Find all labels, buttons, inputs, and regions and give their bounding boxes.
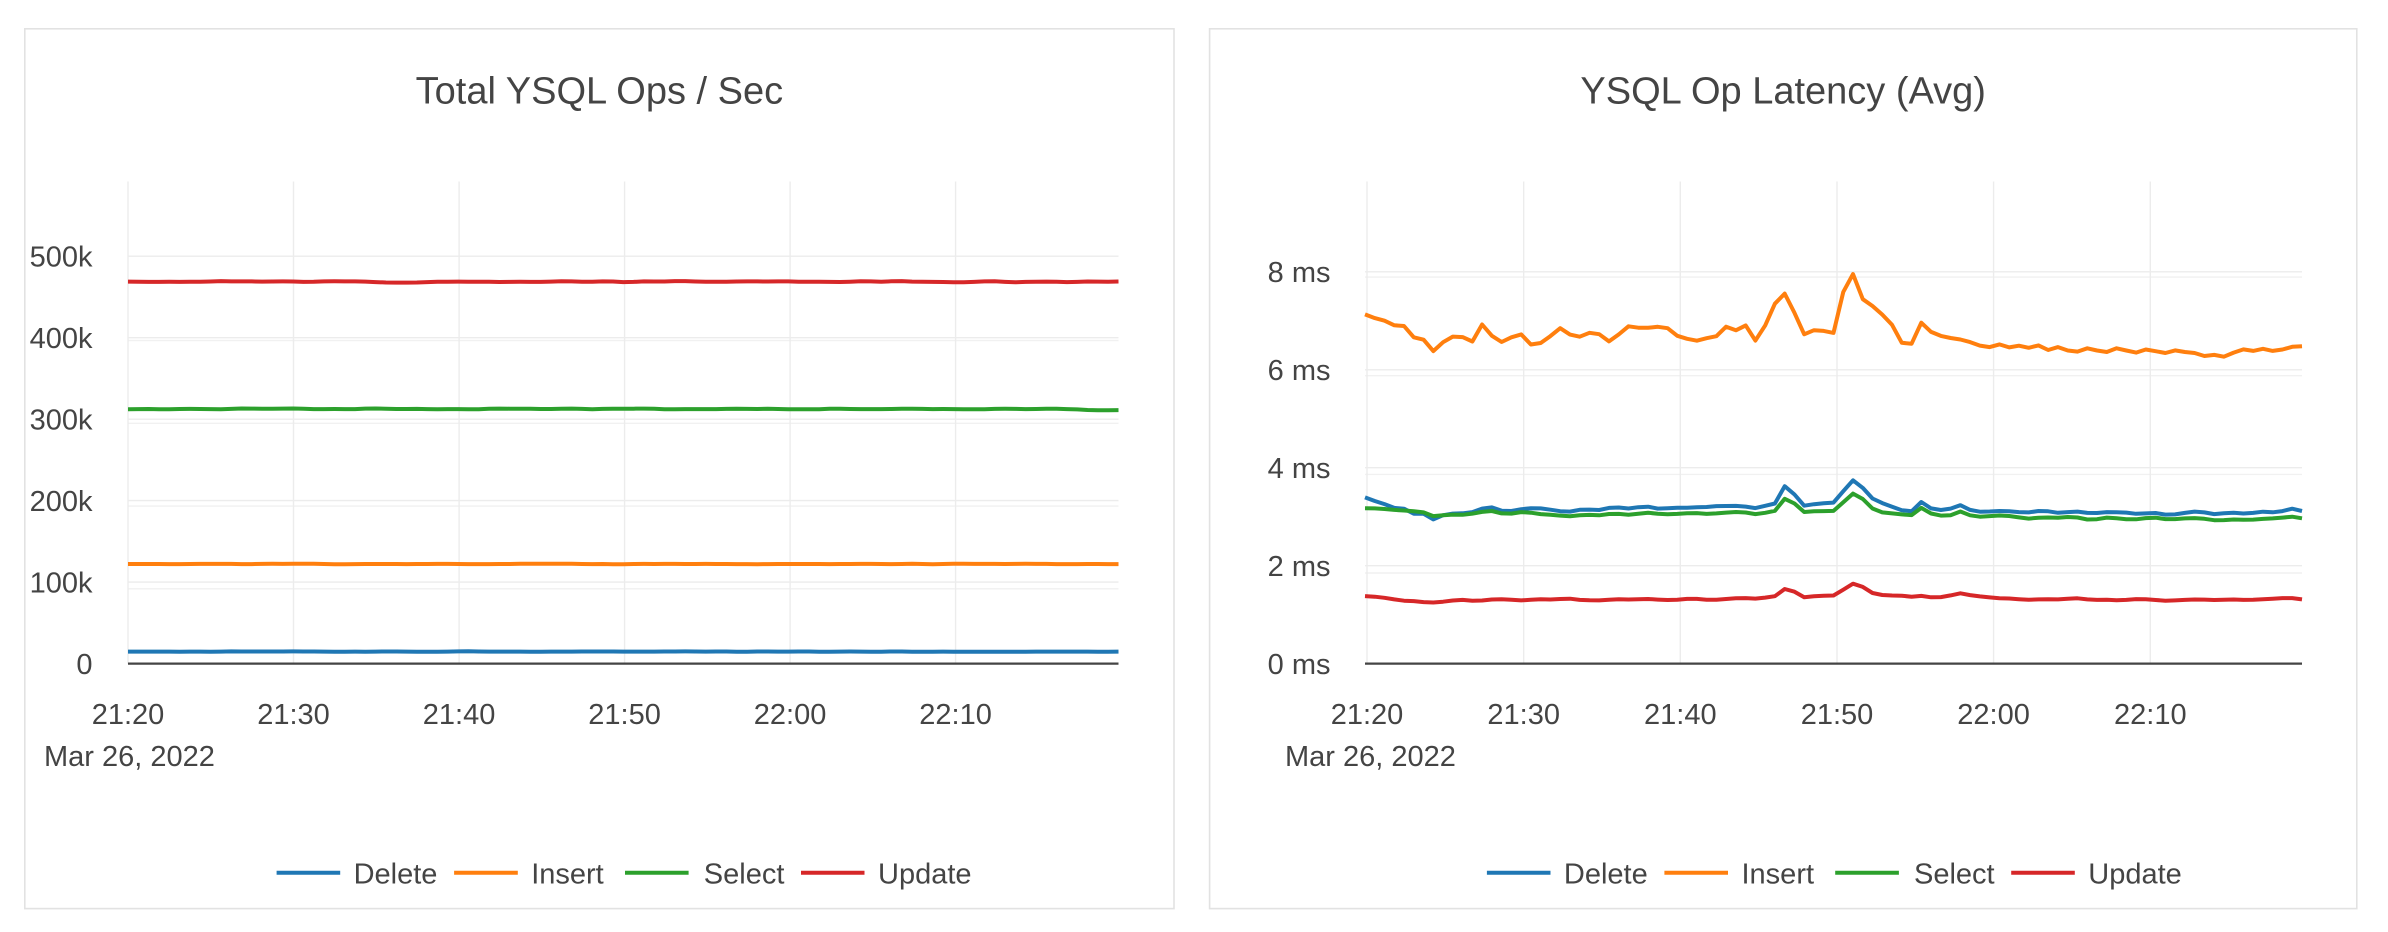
svg-text:21:50: 21:50 [1801,699,1874,731]
svg-text:22:00: 22:00 [754,699,827,731]
svg-text:21:40: 21:40 [423,699,496,731]
svg-text:Select: Select [704,859,785,891]
svg-text:Insert: Insert [1742,859,1815,891]
svg-text:4 ms: 4 ms [1268,453,1331,485]
svg-text:Insert: Insert [531,859,604,891]
svg-text:0 ms: 0 ms [1268,649,1331,681]
svg-text:0: 0 [76,649,92,681]
svg-text:2 ms: 2 ms [1268,551,1331,583]
svg-text:21:30: 21:30 [1487,699,1560,731]
svg-text:6 ms: 6 ms [1268,355,1331,387]
svg-text:22:00: 22:00 [1957,699,2030,731]
svg-text:21:20: 21:20 [1331,699,1404,731]
svg-text:300k: 300k [30,405,93,437]
svg-text:8 ms: 8 ms [1268,257,1331,289]
svg-text:200k: 200k [30,486,93,518]
svg-text:Update: Update [878,859,972,891]
svg-text:21:20: 21:20 [92,699,165,731]
svg-text:Delete: Delete [354,859,438,891]
svg-text:Delete: Delete [1564,859,1648,891]
svg-text:YSQL Op Latency (Avg): YSQL Op Latency (Avg) [1580,71,1986,113]
svg-text:21:30: 21:30 [257,699,330,731]
svg-text:21:40: 21:40 [1644,699,1717,731]
svg-text:Total YSQL Ops / Sec: Total YSQL Ops / Sec [416,71,784,113]
svg-text:22:10: 22:10 [2114,699,2187,731]
svg-text:400k: 400k [30,323,93,355]
svg-text:Update: Update [2088,859,2182,891]
svg-text:Mar 26, 2022: Mar 26, 2022 [44,741,215,773]
svg-text:21:50: 21:50 [588,699,661,731]
svg-text:22:10: 22:10 [919,699,992,731]
svg-text:100k: 100k [30,568,93,600]
svg-text:Mar 26, 2022: Mar 26, 2022 [1285,741,1456,773]
svg-text:500k: 500k [30,242,93,274]
svg-text:Select: Select [1914,859,1995,891]
